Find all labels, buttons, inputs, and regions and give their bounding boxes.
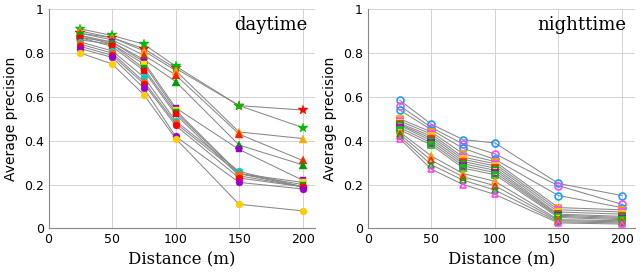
X-axis label: Distance (m): Distance (m) (128, 252, 236, 269)
Y-axis label: Average precision: Average precision (323, 57, 337, 181)
Text: nighttime: nighttime (538, 16, 627, 34)
X-axis label: Distance (m): Distance (m) (447, 252, 555, 269)
Y-axis label: Average precision: Average precision (4, 57, 18, 181)
Text: daytime: daytime (234, 16, 307, 34)
